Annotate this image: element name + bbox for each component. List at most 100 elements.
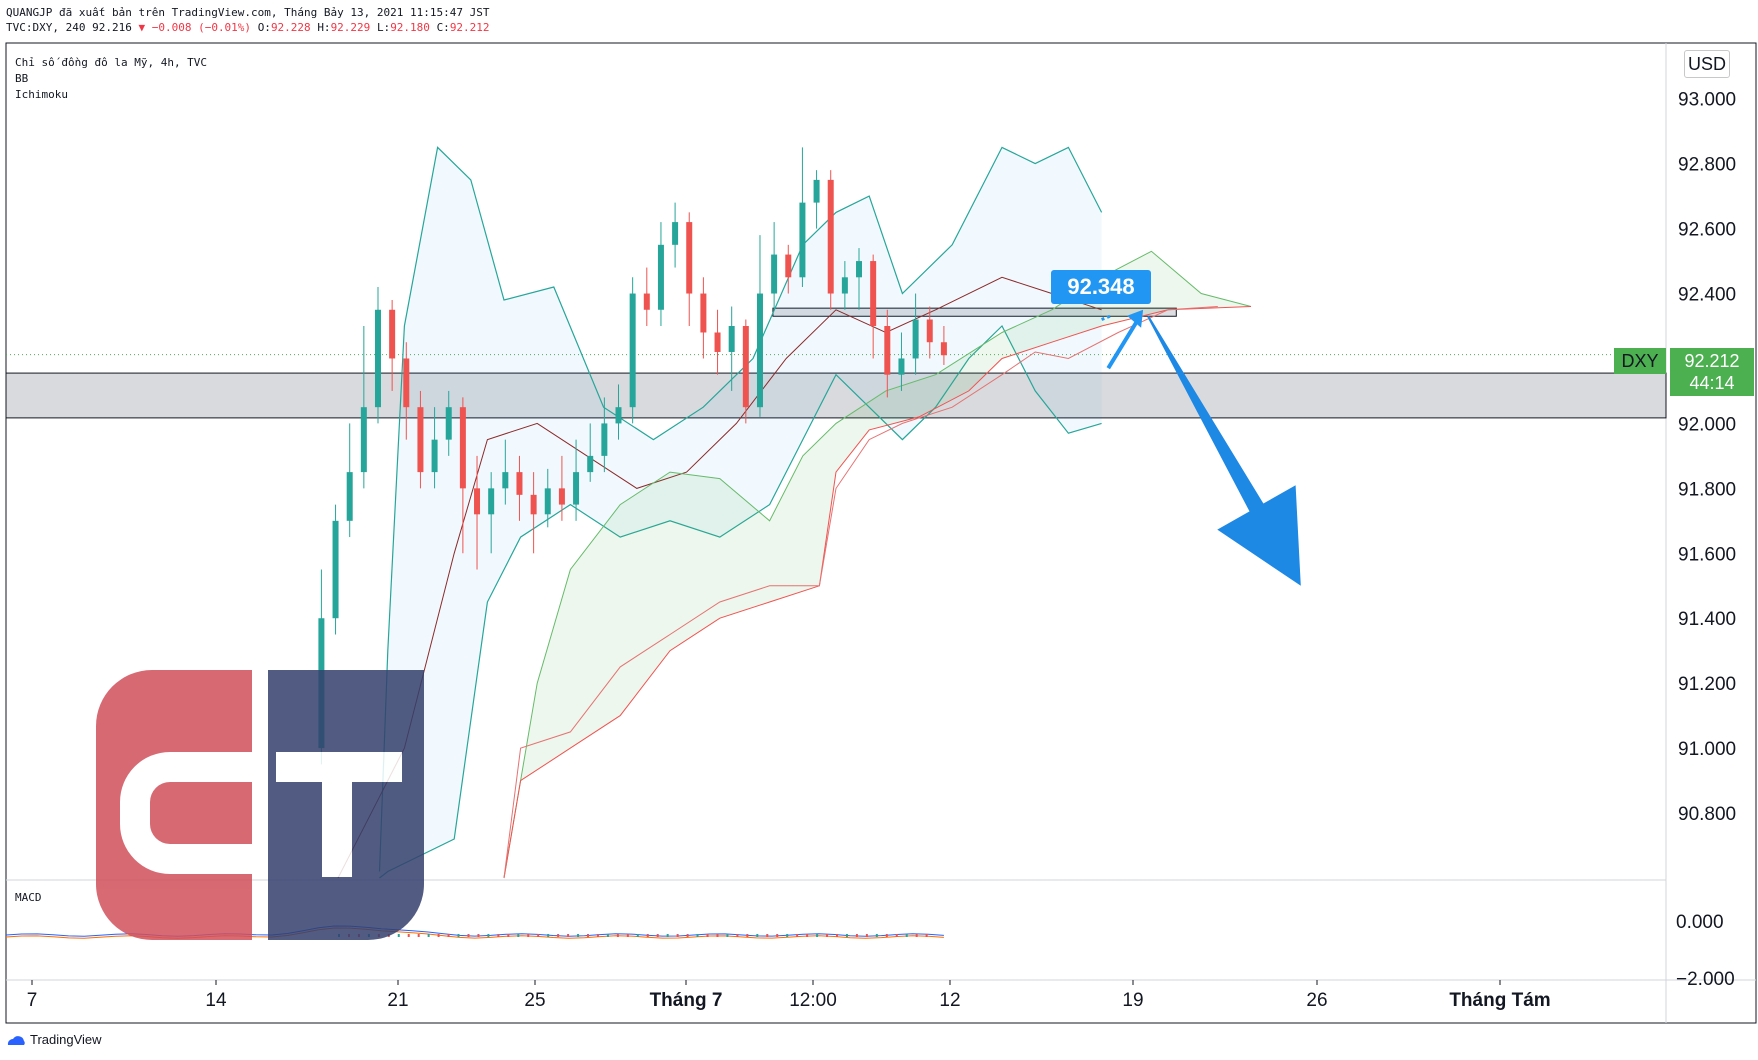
macd-histogram-bar: [477, 934, 480, 937]
candle-body: [940, 342, 947, 356]
candles-layer: [318, 147, 947, 765]
ichimoku-span-a: [503, 250, 1252, 879]
candle-body: [360, 407, 367, 473]
macd-histogram-bar: [706, 934, 709, 937]
price-tick-label: 93.000: [1678, 90, 1736, 111]
candle-body: [474, 488, 481, 515]
bollinger-middle: [337, 276, 1102, 879]
down-arrow: [1147, 315, 1301, 586]
macd-histogram-bar: [915, 934, 918, 937]
currency-button[interactable]: USD: [1684, 50, 1730, 78]
bollinger-layer: [337, 146, 1103, 879]
macd-histogram-bar: [547, 934, 550, 937]
candle-body: [799, 202, 806, 278]
legend-bb: BB: [15, 72, 29, 85]
header-publish-line: QUANGJP đã xuất bản trên TradingView.com…: [6, 6, 490, 19]
price-tick-label: 91.200: [1678, 674, 1736, 695]
high-value: 92.229: [330, 21, 371, 34]
candle-body: [756, 293, 763, 408]
macd-histogram-bar: [676, 934, 679, 937]
macd-histogram-bar: [407, 934, 410, 937]
macd-histogram-bar: [587, 934, 589, 937]
price-tick-label: 90.800: [1678, 804, 1736, 825]
price-badge-countdown: 44:14: [1670, 372, 1754, 396]
macd-histogram-bar: [397, 934, 400, 937]
macd-histogram-bar: [826, 934, 829, 937]
macd-histogram-bar: [457, 934, 460, 937]
high-label: H:: [317, 21, 331, 34]
time-tick-label: 19: [1122, 990, 1143, 1011]
support-zone: [5, 372, 1667, 419]
ichimoku-line: [503, 306, 1218, 879]
macd-histogram-bar: [537, 934, 540, 937]
candle-body: [856, 261, 863, 278]
time-tick-label: 26: [1306, 990, 1327, 1011]
candle-body: [346, 472, 353, 521]
macd-histogram-bar: [577, 934, 580, 937]
candle-body: [700, 293, 707, 333]
candle-body: [530, 494, 537, 515]
macd-histogram-bar: [855, 934, 858, 937]
ichimoku-cloud: [504, 251, 1251, 879]
macd-histogram-bar: [467, 934, 470, 937]
up-arrow-shaft: [1106, 316, 1141, 370]
time-axis: 7 14 21 25 Tháng 7 12:00 12 19 26 Tháng Tám: [27, 980, 1551, 1011]
macd-histogram-bar: [766, 934, 769, 937]
bollinger-lower: [379, 325, 1102, 879]
macd-histogram-bar: [606, 934, 609, 937]
macd-histogram-bar: [636, 934, 639, 937]
macd-histogram-bar: [845, 934, 848, 937]
macd-histogram-bar: [905, 934, 908, 937]
price-tick-label: 92.800: [1678, 155, 1736, 176]
close-label: C:: [436, 21, 450, 34]
candle-body: [587, 455, 594, 473]
macd-histogram-bar: [796, 934, 799, 937]
candle-body: [403, 358, 410, 408]
time-tick-label: Tháng Tám: [1449, 990, 1550, 1011]
candle-body: [417, 407, 424, 473]
macd-histogram-bar: [875, 934, 878, 937]
macd-histogram-bar: [746, 934, 749, 937]
macd-histogram-bar: [726, 934, 729, 937]
macd-histogram-bar: [806, 934, 809, 937]
macd-histogram-bar: [696, 934, 699, 937]
candle-body: [332, 520, 339, 619]
logo-letter-t: [276, 752, 402, 877]
candle-body: [488, 488, 495, 515]
close-value: 92.212: [449, 21, 490, 34]
macd-tick-label: 0.000: [1676, 912, 1724, 933]
macd-histogram-bar: [756, 934, 759, 937]
time-tick-label: 21: [387, 990, 408, 1011]
price-tick-label: 92.600: [1678, 220, 1736, 241]
header-ohlc-line: TVC:DXY, 240 92.216 ▼ −0.008 (−0.01%) O:…: [6, 21, 490, 35]
macd-histogram-bar: [925, 934, 928, 937]
macd-histogram-bar: [836, 934, 838, 937]
macd-histogram-bar: [666, 934, 669, 937]
macd-histogram-bar: [686, 934, 689, 937]
macd-histogram-bar: [656, 934, 659, 937]
macd-histogram-bar: [497, 934, 500, 937]
time-tick-label: 14: [205, 990, 227, 1011]
price-badge-price: 92.212: [1670, 348, 1754, 372]
price-tick-label: 91.600: [1678, 544, 1736, 565]
time-tick-label: 25: [524, 990, 545, 1011]
candle-body: [884, 326, 891, 375]
candle-body: [629, 293, 636, 408]
price-tick-label: 91.400: [1678, 609, 1736, 630]
chart-legend: Chỉ số đồng đô la Mỹ, 4h, TVC BB Ichimok…: [15, 55, 207, 103]
watermark-logo: [96, 670, 424, 940]
macd-histogram-bar: [736, 934, 739, 937]
tradingview-footer[interactable]: TradingView: [6, 1032, 102, 1047]
candle-body: [558, 488, 565, 505]
macd-legend: MACD: [15, 891, 42, 904]
annotation-callout[interactable]: 92.348: [1051, 270, 1151, 304]
candle-body: [926, 319, 933, 343]
candle-body: [573, 472, 580, 505]
candle-body: [431, 439, 438, 473]
candle-body: [389, 309, 396, 359]
candle-body: [657, 244, 664, 310]
candle-body: [728, 326, 735, 352]
logo-letter-c: [120, 752, 252, 874]
legend-symbol: Chỉ số đồng đô la Mỹ, 4h, TVC: [15, 56, 208, 69]
